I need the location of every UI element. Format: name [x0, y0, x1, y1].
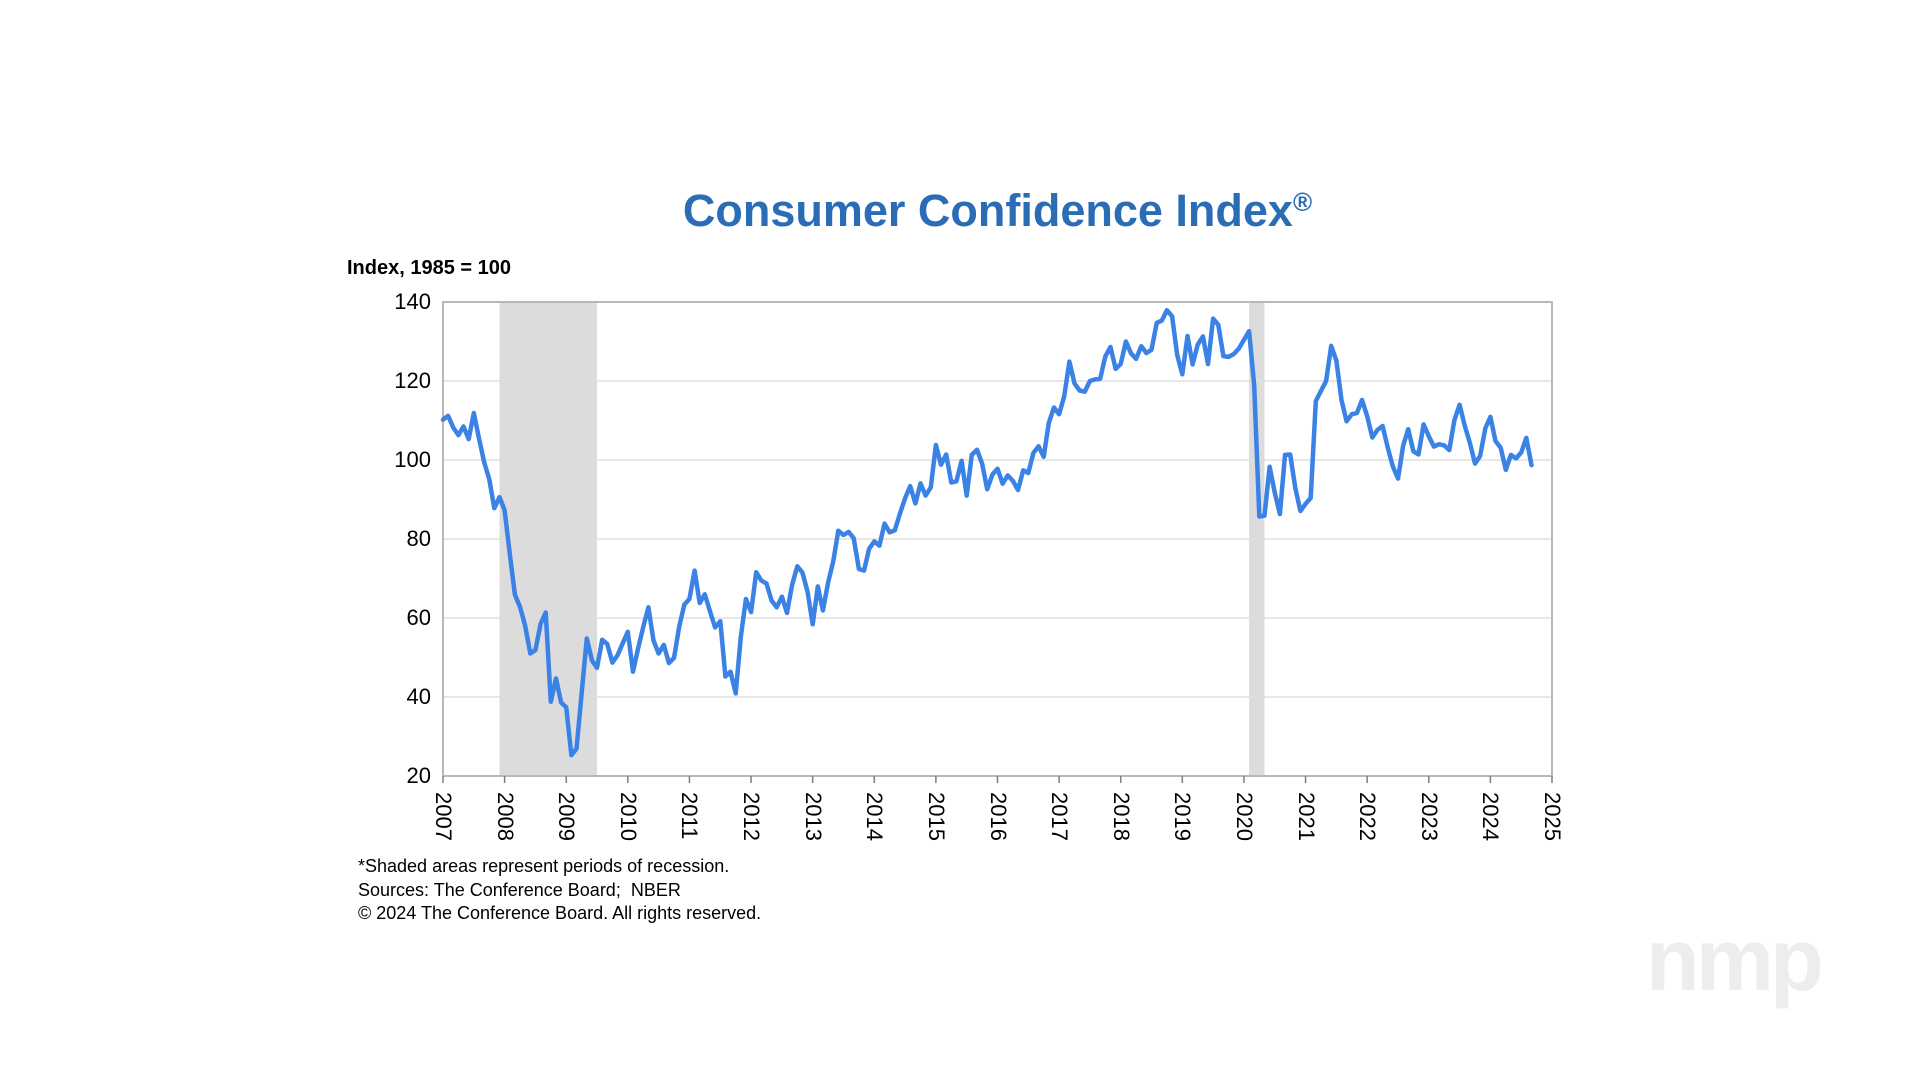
- footnote-recession-note: *Shaded areas represent periods of reces…: [358, 856, 730, 876]
- confidence-index-line: [440, 308, 1534, 758]
- x-tick-label: 2020: [1231, 792, 1257, 841]
- axis-units-label: Index, 1985 = 100: [347, 257, 512, 279]
- x-tick-label: 2024: [1478, 792, 1504, 841]
- footnotes: *Shaded areas represent periods of reces…: [358, 855, 761, 926]
- y-tick-label: 120: [394, 368, 431, 393]
- x-tick-label: 2007: [431, 792, 456, 841]
- registered-trademark-symbol: ®: [1292, 187, 1313, 217]
- x-tick-label: 2015: [923, 792, 949, 841]
- chart-title: Consumer Confidence Index®: [443, 176, 1552, 237]
- x-tick-label: 2022: [1355, 792, 1381, 841]
- x-tick-label: 2016: [985, 792, 1011, 841]
- x-tick-label: 2012: [739, 792, 765, 841]
- footnote-copyright: © 2024 The Conference Board. All rights …: [358, 903, 762, 923]
- x-tick-label: 2021: [1293, 792, 1319, 841]
- y-tick-label: 20: [406, 763, 431, 788]
- y-tick-label: 140: [394, 289, 431, 314]
- chart-title-text: Consumer Confidence Index: [682, 185, 1293, 236]
- x-tick-label: 2013: [800, 792, 826, 841]
- x-tick-label: 2023: [1416, 792, 1442, 841]
- x-tick-label: 2017: [1047, 792, 1073, 841]
- footnote-sources: Sources: The Conference Board; NBER: [358, 879, 681, 900]
- y-tick-label: 100: [394, 447, 431, 472]
- x-tick-label: 2011: [677, 792, 703, 840]
- x-tick-label: 2008: [492, 792, 518, 841]
- y-tick-label: 60: [406, 605, 431, 630]
- watermark-logo: nmp: [1646, 910, 1824, 1009]
- x-tick-label: 2009: [554, 792, 580, 841]
- x-tick-label: 2018: [1108, 792, 1134, 841]
- y-tick-label: 40: [406, 684, 431, 709]
- x-tick-label: 2014: [862, 792, 888, 841]
- x-tick-label: 2019: [1170, 792, 1196, 841]
- x-tick-label: 2010: [615, 792, 641, 841]
- y-tick-label: 80: [406, 526, 431, 551]
- x-tick-label: 2025: [1540, 792, 1565, 841]
